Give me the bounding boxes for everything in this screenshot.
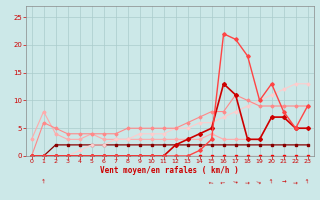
Text: ↙: ↙: [257, 178, 263, 184]
X-axis label: Vent moyen/en rafales ( km/h ): Vent moyen/en rafales ( km/h ): [100, 166, 239, 175]
Text: →: →: [281, 179, 286, 184]
Text: ↙: ↙: [244, 178, 251, 184]
Text: ↙: ↙: [232, 178, 239, 184]
Text: ↗: ↗: [268, 178, 275, 184]
Text: ↑: ↑: [221, 178, 226, 184]
Text: ↑: ↑: [209, 178, 214, 184]
Text: ↗: ↗: [40, 178, 47, 184]
Text: ↙: ↙: [292, 178, 299, 184]
Text: ↗: ↗: [304, 178, 311, 184]
